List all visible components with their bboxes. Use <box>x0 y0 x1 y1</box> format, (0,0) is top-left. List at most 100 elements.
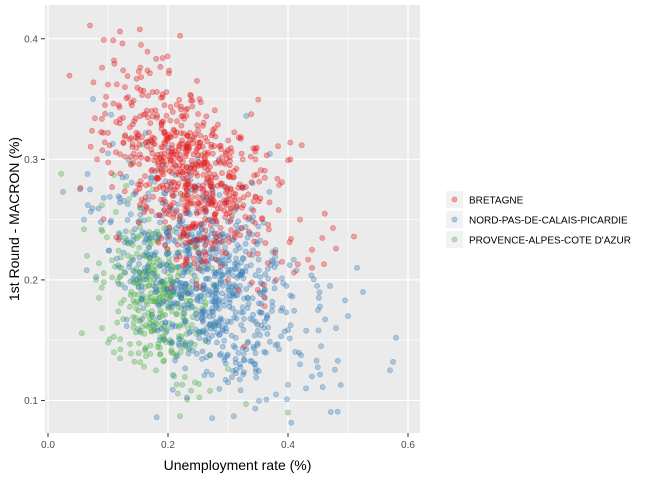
data-point <box>208 240 215 247</box>
data-point <box>222 183 229 190</box>
data-point <box>147 234 154 241</box>
data-point <box>262 349 269 356</box>
data-point <box>142 268 149 274</box>
data-point <box>212 273 218 280</box>
data-point <box>232 292 239 299</box>
data-point <box>204 161 211 168</box>
data-point <box>191 188 198 195</box>
data-point <box>110 100 117 107</box>
data-point <box>123 316 130 323</box>
data-point <box>204 196 210 203</box>
data-point <box>152 279 159 286</box>
data-point <box>236 376 243 383</box>
data-point <box>153 175 160 182</box>
data-point <box>189 186 196 193</box>
data-point <box>213 220 220 227</box>
data-point <box>167 117 174 124</box>
data-point <box>209 305 216 312</box>
data-point <box>172 253 179 260</box>
data-point <box>136 317 143 324</box>
data-point <box>220 237 227 244</box>
data-point <box>128 350 134 357</box>
data-point <box>207 182 214 189</box>
data-point <box>226 303 233 310</box>
data-point <box>135 307 142 314</box>
data-point <box>255 96 262 103</box>
data-point <box>253 171 260 178</box>
data-point <box>182 339 189 346</box>
data-point <box>200 194 207 201</box>
data-point <box>116 231 123 238</box>
data-point <box>195 230 202 237</box>
data-point <box>123 323 130 329</box>
data-point <box>305 256 312 263</box>
data-point <box>161 268 168 274</box>
data-point <box>132 154 139 161</box>
data-point <box>187 297 193 304</box>
data-point <box>211 283 217 289</box>
data-point <box>202 156 209 163</box>
data-point <box>171 210 177 217</box>
data-point <box>252 156 259 163</box>
data-point <box>351 233 357 240</box>
data-point <box>201 372 208 379</box>
data-point <box>257 274 264 280</box>
data-point <box>256 178 263 185</box>
data-point <box>128 161 135 167</box>
data-point <box>184 144 191 151</box>
data-point <box>183 143 190 149</box>
data-point <box>257 332 263 339</box>
data-point <box>206 321 213 328</box>
data-point <box>136 274 143 281</box>
data-point <box>181 316 188 323</box>
data-point <box>128 258 135 264</box>
data-point <box>163 229 170 236</box>
data-point <box>208 254 215 261</box>
data-point <box>285 327 292 333</box>
data-point <box>146 129 152 136</box>
data-point <box>156 337 163 343</box>
data-point <box>175 324 182 330</box>
data-point <box>137 205 143 211</box>
data-point <box>217 200 223 207</box>
data-point <box>159 94 166 100</box>
data-point <box>220 298 227 305</box>
data-point <box>204 265 210 272</box>
data-point <box>173 290 180 297</box>
data-point <box>119 40 126 47</box>
data-point <box>89 127 95 134</box>
data-point <box>253 374 260 381</box>
data-point <box>202 285 209 292</box>
data-point <box>181 230 188 237</box>
data-point <box>174 249 181 256</box>
data-point <box>155 239 162 246</box>
data-point <box>160 118 167 125</box>
data-point <box>158 262 165 269</box>
data-point <box>167 205 173 211</box>
data-point <box>213 160 219 166</box>
y-tick-label: 0.4 <box>24 34 38 45</box>
data-point <box>240 309 247 316</box>
data-point <box>147 240 154 247</box>
data-point <box>251 172 258 179</box>
data-point <box>232 266 239 273</box>
data-point <box>107 219 114 226</box>
data-point <box>237 134 244 140</box>
data-point <box>233 260 240 267</box>
data-point <box>176 270 183 276</box>
data-point <box>105 150 111 157</box>
data-point <box>188 97 194 104</box>
data-point <box>187 225 194 232</box>
data-point <box>159 91 166 98</box>
data-point <box>216 386 223 392</box>
data-point <box>211 325 217 332</box>
data-point <box>174 352 181 359</box>
data-point <box>240 326 247 333</box>
data-point <box>201 295 207 302</box>
data-point <box>194 296 201 302</box>
data-point <box>206 309 212 315</box>
data-point <box>206 198 213 205</box>
data-point <box>155 159 162 166</box>
data-point <box>143 322 149 329</box>
data-point <box>232 191 239 198</box>
